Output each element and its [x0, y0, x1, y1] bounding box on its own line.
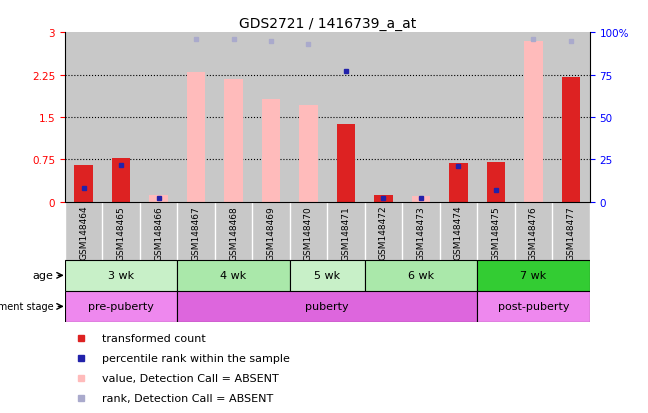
Bar [365, 260, 477, 291]
Bar [515, 202, 552, 260]
Bar [290, 202, 327, 260]
Text: GSM148470: GSM148470 [304, 205, 313, 260]
Bar [178, 291, 477, 322]
Bar [178, 260, 290, 291]
Bar [214, 33, 252, 202]
Text: percentile rank within the sample: percentile rank within the sample [102, 354, 290, 363]
Bar [252, 33, 290, 202]
Text: 3 wk: 3 wk [108, 271, 134, 281]
Bar [214, 202, 252, 260]
Text: GSM148465: GSM148465 [117, 205, 126, 260]
Bar [65, 202, 102, 260]
Bar [487, 163, 505, 202]
Text: value, Detection Call = ABSENT: value, Detection Call = ABSENT [102, 373, 278, 383]
Bar [65, 33, 102, 202]
Bar [111, 158, 130, 202]
Bar [290, 260, 365, 291]
Bar [552, 33, 590, 202]
Bar [562, 78, 581, 202]
Text: GSM148471: GSM148471 [341, 205, 351, 260]
Text: GSM148475: GSM148475 [491, 205, 500, 260]
Text: puberty: puberty [305, 301, 349, 312]
Bar [477, 260, 590, 291]
Bar [552, 202, 590, 260]
Bar [524, 42, 543, 202]
Text: GSM148467: GSM148467 [192, 205, 200, 260]
Bar [178, 33, 214, 202]
Bar [440, 202, 477, 260]
Bar [440, 33, 477, 202]
Bar [477, 202, 515, 260]
Text: GSM148474: GSM148474 [454, 205, 463, 260]
Bar [411, 197, 430, 202]
Bar [365, 33, 402, 202]
Text: GSM148464: GSM148464 [79, 205, 88, 260]
Bar [262, 100, 281, 202]
Text: transformed count: transformed count [102, 334, 205, 344]
Text: rank, Detection Call = ABSENT: rank, Detection Call = ABSENT [102, 394, 273, 404]
Text: GSM148469: GSM148469 [266, 205, 275, 260]
Text: GSM148468: GSM148468 [229, 205, 238, 260]
Bar [65, 260, 178, 291]
Bar [402, 202, 440, 260]
Text: 5 wk: 5 wk [314, 271, 340, 281]
Bar [149, 196, 168, 202]
Bar [327, 33, 365, 202]
Text: GSM148466: GSM148466 [154, 205, 163, 260]
Text: age: age [32, 271, 54, 281]
Bar [327, 202, 365, 260]
Bar [65, 291, 178, 322]
Bar [102, 33, 140, 202]
Text: GSM148473: GSM148473 [417, 205, 426, 260]
Text: GSM148477: GSM148477 [566, 205, 575, 260]
Bar [477, 291, 590, 322]
Bar [290, 33, 327, 202]
Bar [178, 202, 214, 260]
Bar [102, 202, 140, 260]
Text: 7 wk: 7 wk [520, 271, 546, 281]
Bar [402, 33, 440, 202]
Bar [74, 166, 93, 202]
Bar [140, 33, 178, 202]
Bar [477, 33, 515, 202]
Text: 6 wk: 6 wk [408, 271, 434, 281]
Text: 4 wk: 4 wk [220, 271, 247, 281]
Text: development stage: development stage [0, 301, 54, 312]
Text: GSM148472: GSM148472 [379, 205, 388, 260]
Bar [224, 79, 243, 202]
Text: post-puberty: post-puberty [498, 301, 569, 312]
Bar [449, 164, 468, 202]
Bar [252, 202, 290, 260]
Bar [374, 195, 393, 202]
Title: GDS2721 / 1416739_a_at: GDS2721 / 1416739_a_at [238, 17, 416, 31]
Bar [365, 202, 402, 260]
Bar [140, 202, 178, 260]
Bar [187, 73, 205, 202]
Bar [299, 105, 318, 202]
Bar [336, 124, 355, 202]
Bar [515, 33, 552, 202]
Text: pre-puberty: pre-puberty [88, 301, 154, 312]
Text: GSM148476: GSM148476 [529, 205, 538, 260]
